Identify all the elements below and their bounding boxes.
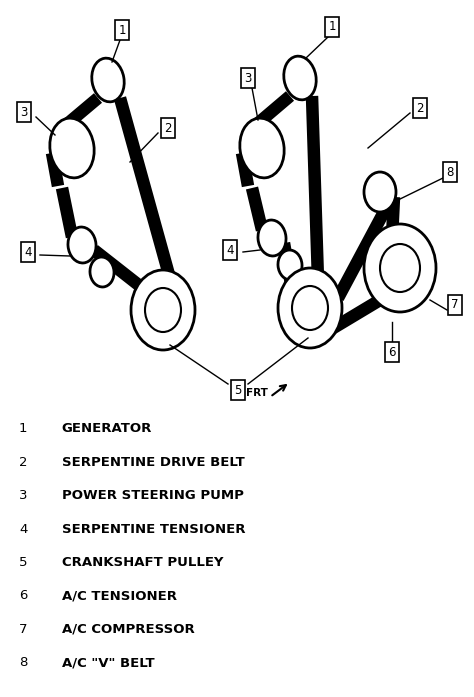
Ellipse shape — [240, 118, 284, 178]
Ellipse shape — [278, 268, 342, 348]
Text: 5: 5 — [234, 383, 242, 397]
Text: 1: 1 — [19, 422, 27, 435]
Ellipse shape — [131, 270, 195, 350]
Text: 4: 4 — [24, 245, 32, 259]
Text: POWER STEERING PUMP: POWER STEERING PUMP — [62, 489, 244, 502]
Ellipse shape — [90, 257, 114, 287]
Text: 3: 3 — [19, 489, 27, 502]
Ellipse shape — [50, 118, 94, 178]
Ellipse shape — [364, 224, 436, 312]
Ellipse shape — [145, 288, 181, 332]
Text: A/C COMPRESSOR: A/C COMPRESSOR — [62, 623, 194, 636]
Text: 4: 4 — [226, 243, 234, 256]
Text: A/C "V" BELT: A/C "V" BELT — [62, 657, 154, 669]
Text: 7: 7 — [19, 623, 27, 636]
Text: 6: 6 — [388, 346, 396, 358]
Text: 7: 7 — [451, 298, 459, 312]
Text: A/C TENSIONER: A/C TENSIONER — [62, 590, 177, 602]
Ellipse shape — [68, 227, 96, 263]
Text: 1: 1 — [118, 24, 126, 36]
Ellipse shape — [258, 220, 286, 256]
Ellipse shape — [380, 244, 420, 292]
Text: FRT: FRT — [246, 388, 268, 398]
Ellipse shape — [278, 250, 302, 280]
Ellipse shape — [92, 58, 124, 102]
Ellipse shape — [284, 56, 316, 100]
Text: 3: 3 — [20, 105, 27, 118]
Text: 2: 2 — [416, 102, 424, 114]
Text: 5: 5 — [19, 556, 27, 569]
Ellipse shape — [292, 286, 328, 330]
Ellipse shape — [364, 172, 396, 212]
Text: 8: 8 — [447, 165, 454, 178]
Text: 6: 6 — [19, 590, 27, 602]
Text: 2: 2 — [164, 121, 172, 135]
Text: SERPENTINE DRIVE BELT: SERPENTINE DRIVE BELT — [62, 456, 245, 468]
Text: GENERATOR: GENERATOR — [62, 422, 152, 435]
Text: 2: 2 — [19, 456, 27, 468]
Text: CRANKSHAFT PULLEY: CRANKSHAFT PULLEY — [62, 556, 223, 569]
Text: 3: 3 — [244, 72, 252, 84]
Text: SERPENTINE TENSIONER: SERPENTINE TENSIONER — [62, 523, 245, 535]
Text: 4: 4 — [19, 523, 27, 535]
Text: 8: 8 — [19, 657, 27, 669]
Text: 1: 1 — [328, 20, 336, 33]
